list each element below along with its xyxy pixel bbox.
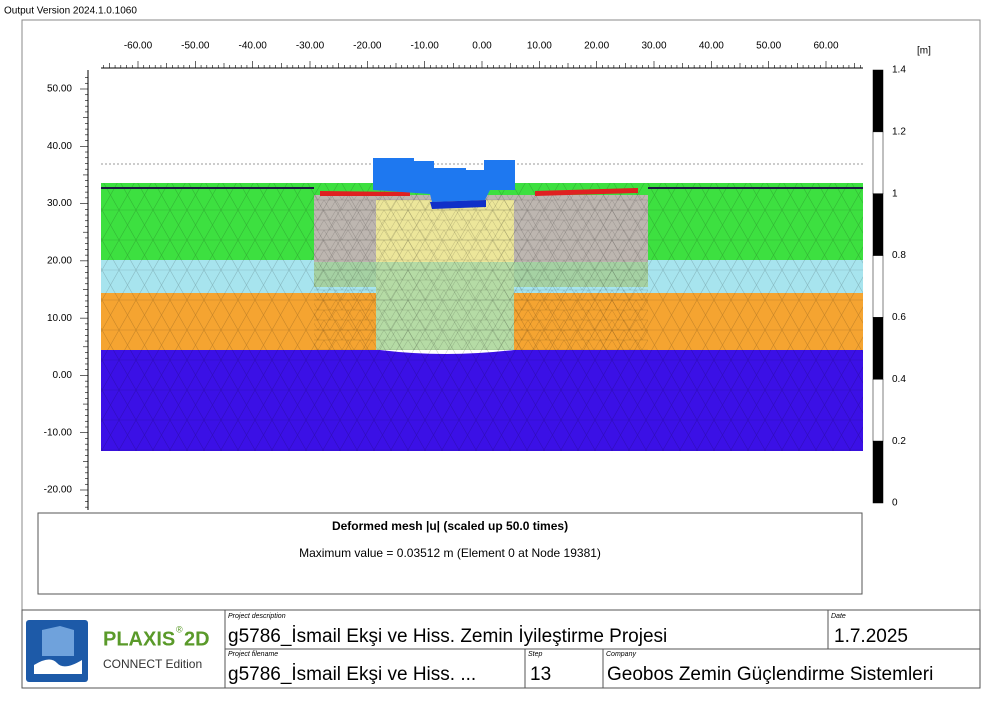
caption-subtitle: Maximum value = 0.03512 m (Element 0 at …	[299, 546, 601, 560]
scale-label: 1	[892, 188, 898, 199]
x-tick-label: -50.00	[181, 41, 210, 52]
color-scale: 1.4 1.2 1 0.8 0.6 0.4 0.2 0	[872, 65, 906, 509]
x-tick-label: -30.00	[296, 41, 325, 52]
y-tick-label: 50.00	[47, 84, 72, 95]
x-tick-label: -20.00	[353, 41, 382, 52]
y-tick-label: 40.00	[47, 141, 72, 152]
y-tick-label: 30.00	[47, 198, 72, 209]
foundation	[430, 200, 486, 209]
logo-mark: ®	[176, 624, 183, 634]
field-value: 1.7.2025	[834, 626, 908, 647]
scale-label: 0	[892, 498, 898, 509]
field-value: g5786_İsmail Ekşi ve Hiss. Zemin İyileşt…	[228, 626, 667, 647]
x-tick-label: 60.00	[813, 41, 838, 52]
scale-label: 1.4	[892, 65, 906, 76]
scale-segment	[872, 379, 884, 442]
building	[373, 158, 515, 202]
scale-label: 0.8	[892, 250, 906, 261]
caption-title: Deformed mesh |u| (scaled up 50.0 times)	[332, 519, 568, 533]
field-value: Geobos Zemin Güçlendirme Sistemleri	[607, 664, 933, 685]
field-label: Step	[528, 651, 543, 658]
scale-label: 0.4	[892, 374, 906, 385]
y-tick-label: 10.00	[47, 313, 72, 324]
scale-segment	[872, 193, 884, 256]
field-value: 13	[530, 664, 551, 685]
x-tick-label: -40.00	[238, 41, 267, 52]
field-label: Project filename	[228, 651, 278, 658]
field-value: g5786_İsmail Ekşi ve Hiss. ...	[228, 664, 476, 685]
scale-segment	[872, 317, 884, 380]
slab	[320, 188, 638, 196]
logo-edition: CONNECT Edition	[103, 657, 202, 671]
x-tick-label: 50.00	[756, 41, 781, 52]
caption-box	[37, 512, 863, 595]
logo-wave	[34, 659, 82, 674]
x-tick-label: 40.00	[699, 41, 724, 52]
scale-segment	[872, 255, 884, 318]
logo-building	[42, 626, 74, 656]
title-block: PLAXIS ® 2D CONNECT Edition Project desc…	[21, 609, 981, 689]
scale-label: 0.2	[892, 436, 906, 447]
logo-product: 2D	[184, 628, 210, 650]
field-label: Project description	[228, 613, 286, 620]
scale-segment	[872, 131, 884, 194]
field-label: Company	[606, 651, 636, 658]
x-tick-label: 30.00	[641, 41, 666, 52]
x-tick-label: 0.00	[472, 41, 492, 52]
y-tick-label: 0.00	[53, 370, 73, 381]
scale-segment	[872, 69, 884, 133]
x-tick-label: -10.00	[410, 41, 439, 52]
legend-unit: [m]	[917, 46, 931, 57]
y-tick-label: -20.00	[44, 485, 73, 496]
y-tick-label: -10.00	[44, 427, 73, 438]
x-tick-label: 10.00	[527, 41, 552, 52]
version-header: Output Version 2024.1.0.1060	[4, 6, 137, 17]
y-tick-label: 20.00	[47, 255, 72, 266]
field-label: Date	[831, 613, 846, 620]
fine-mesh	[314, 195, 648, 350]
x-tick-label: -60.00	[124, 41, 153, 52]
x-tick-label: 20.00	[584, 41, 609, 52]
scale-label: 1.2	[892, 126, 906, 137]
logo-title: PLAXIS	[103, 628, 175, 650]
scale-segment	[872, 440, 884, 504]
scale-label: 0.6	[892, 312, 906, 323]
soil-model	[101, 158, 863, 451]
